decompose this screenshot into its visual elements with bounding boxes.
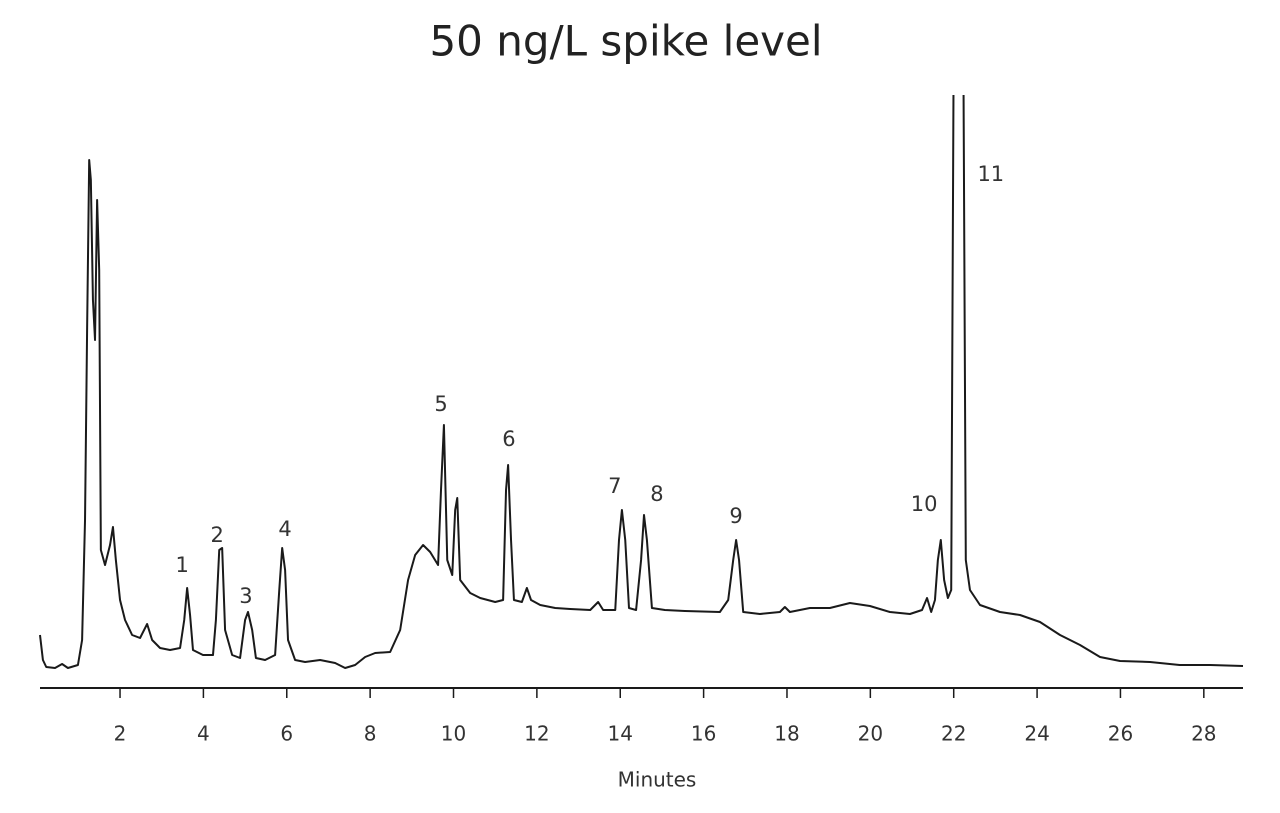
x-tick-label: 16 [691, 722, 716, 746]
x-tick-label: 12 [524, 722, 549, 746]
plot-area [39, 95, 1244, 669]
trace-line [39, 95, 1244, 669]
x-tick-label: 20 [858, 722, 883, 746]
peak-label: 3 [239, 584, 252, 608]
x-tick-label: 2 [114, 722, 127, 746]
peak-label: 10 [911, 492, 938, 516]
x-tick-label: 8 [364, 722, 377, 746]
peak-label: 6 [502, 427, 515, 451]
peak-label: 9 [729, 504, 742, 528]
peak-label: 5 [434, 392, 447, 416]
x-tick-label: 4 [197, 722, 210, 746]
peak-label: 1 [175, 553, 188, 577]
x-tick-label: 6 [280, 722, 293, 746]
x-tick-label: 24 [1024, 722, 1049, 746]
x-axis-label: Minutes [618, 768, 697, 792]
peak-label: 2 [210, 523, 223, 547]
x-tick-label: 10 [441, 722, 466, 746]
peak-label: 8 [650, 482, 663, 506]
peak-label: 7 [608, 474, 621, 498]
x-tick-label: 26 [1108, 722, 1133, 746]
x-tick-label: 28 [1191, 722, 1216, 746]
x-tick-label: 14 [608, 722, 633, 746]
peak-label: 4 [278, 517, 291, 541]
x-tick-label: 22 [941, 722, 966, 746]
peak-label: 11 [977, 162, 1004, 186]
chart-title: 50 ng/L spike level [429, 17, 822, 66]
x-tick-label: 18 [774, 722, 799, 746]
